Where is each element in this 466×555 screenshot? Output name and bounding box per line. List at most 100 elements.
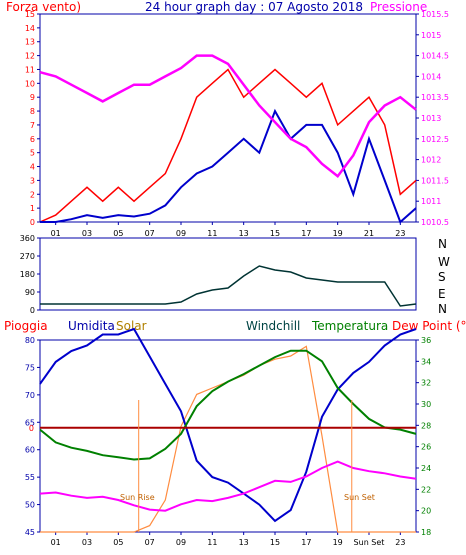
x-tick-label: 09 [176, 229, 186, 238]
y-tick-label: 1014.5 [421, 52, 449, 61]
y-tick-label: 1011.5 [421, 176, 449, 185]
compass-n-top: N [438, 237, 447, 251]
rain-legend: Pioggia [4, 319, 48, 333]
y-tick-label: 65 [25, 418, 35, 427]
y-tick-label: 1011 [421, 197, 441, 206]
y-tick-label: 70 [25, 391, 35, 400]
humidity-legend: Umidita [68, 319, 115, 333]
y-tick-label: 0 [30, 306, 35, 315]
y-tick-label: 1013.5 [421, 93, 449, 102]
y-tick-label: 1 [30, 204, 35, 213]
y-tick-label: 5 [30, 149, 35, 158]
x-tick-label: 19 [333, 229, 343, 238]
x-tick-label: 09 [176, 538, 186, 547]
y-tick-label: 55 [25, 473, 35, 482]
y-tick-label: 24 [421, 464, 431, 473]
y-tick-label: 180 [20, 270, 35, 279]
y-tick-label: 7 [30, 121, 35, 130]
windchill-legend: Windchill [246, 319, 300, 333]
x-tick-label: 03 [82, 538, 92, 547]
y-tick-label: 4 [30, 163, 35, 172]
sun-rise-label: Sun Rise [120, 493, 155, 502]
x-tick-label: 01 [51, 229, 61, 238]
x-tick-label: 11 [207, 538, 217, 547]
temperature-legend: Temperatura [311, 319, 388, 333]
y-tick-label: 1012.5 [421, 135, 449, 144]
x-tick-label: 07 [145, 229, 155, 238]
humidity-line [39, 327, 417, 523]
x-tick-label: 15 [270, 229, 280, 238]
y-tick-label: 9 [30, 93, 35, 102]
y-tick-label: 14 [25, 24, 35, 33]
y-tick-label: 50 [25, 501, 35, 510]
x-tick-label: 13 [239, 229, 249, 238]
dewpoint-line [39, 460, 417, 512]
x-tick-label: 07 [145, 538, 155, 547]
y-tick-label: 270 [20, 252, 35, 261]
y-tick-label: 1013 [421, 114, 441, 123]
y-tick-label: 18 [421, 528, 431, 537]
wind-direction-line [40, 265, 417, 307]
y-tick-label: 13 [25, 38, 35, 47]
y-tick-label: 45 [25, 528, 35, 537]
y-tick-label: 1015.5 [421, 10, 449, 19]
compass-n-bottom: N [438, 302, 447, 316]
y-tick-label: 2 [30, 190, 35, 199]
y-tick-label: 80 [25, 336, 35, 345]
y-tick-label: 1012 [421, 156, 441, 165]
wind-speed-label: Forza vento) [6, 0, 81, 14]
x-tick-label: 13 [239, 538, 249, 547]
pressure-label: Pressione [370, 0, 427, 14]
chart-title: 24 hour graph day : 07 Agosto 2018 [145, 0, 363, 14]
y-tick-label: 1010.5 [421, 218, 449, 227]
y-tick-label: 8 [30, 107, 35, 116]
pressure-line [39, 54, 417, 178]
x-tick-label: 17 [301, 538, 311, 547]
wind-direction-panel: 0 90 180 270 360 N W S E N [20, 234, 450, 316]
y-tick-label: 12 [25, 52, 35, 61]
x-tick-label: Sun Set [354, 538, 385, 547]
x-tick-label: 21 [364, 229, 374, 238]
x-tick-label: 05 [113, 229, 123, 238]
y-tick-label: 10 [25, 79, 35, 88]
x-tick-label: 17 [301, 229, 311, 238]
y-tick-label: 75 [25, 363, 35, 372]
y-tick-label: 22 [421, 485, 431, 494]
temperature-line [39, 349, 417, 461]
y-tick-label: 0 [30, 218, 35, 227]
x-tick-label: 23 [395, 538, 405, 547]
y-tick-label: 11 [25, 65, 35, 74]
dewpoint-legend: Dew Point (°C) [392, 319, 466, 333]
wind-direction-frame [39, 237, 417, 311]
x-tick-label: 03 [82, 229, 92, 238]
y-tick-label: 360 [20, 234, 35, 243]
solar-legend: Solar [116, 319, 147, 333]
y-tick-label: 6 [30, 135, 35, 144]
wind-pressure-frame [39, 13, 417, 223]
rain-value-label: 0 [29, 424, 34, 433]
y-tick-label: 32 [421, 379, 431, 388]
y-tick-label: 34 [421, 357, 431, 366]
x-tick-label: 15 [270, 538, 280, 547]
y-tick-label: 30 [421, 400, 431, 409]
y-tick-label: 1014 [421, 72, 441, 81]
y-tick-label: 20 [421, 507, 431, 516]
compass-e: E [438, 287, 446, 301]
y-tick-label: 36 [421, 336, 431, 345]
wind-gust-line [40, 108, 417, 224]
x-tick-label: 19 [333, 538, 343, 547]
x-tick-label: 01 [51, 538, 61, 547]
sun-set-label: Sun Set [344, 493, 375, 502]
y-tick-label: 15 [25, 10, 35, 19]
x-tick-label: 23 [395, 229, 405, 238]
wind-speed-line [39, 68, 417, 223]
y-tick-label: 90 [25, 288, 35, 297]
y-tick-label: 60 [25, 446, 35, 455]
y-tick-label: 28 [421, 421, 431, 430]
x-tick-label: 05 [113, 538, 123, 547]
y-tick-label: 1015 [421, 31, 441, 40]
y-tick-label: 3 [30, 176, 35, 185]
